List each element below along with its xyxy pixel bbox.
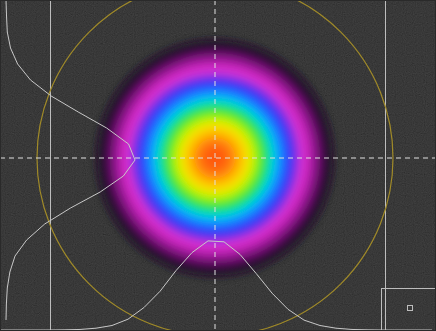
frame-line: [385, 0, 386, 331]
frame-line: [381, 288, 436, 289]
zoom-box: [408, 306, 413, 311]
crosshair-horizontal: [0, 158, 436, 159]
beam-profile-view: [0, 0, 436, 331]
sensor-noise: [0, 0, 436, 331]
plot-area: [0, 0, 436, 331]
aperture: [37, 0, 393, 331]
profile-y: [6, 0, 135, 320]
profile-x: [0, 241, 432, 330]
crosshair-vertical: [215, 0, 216, 331]
frame-line: [381, 288, 382, 331]
frame-line: [50, 0, 51, 331]
plot-frame: [1, 1, 436, 331]
background: [0, 0, 436, 331]
